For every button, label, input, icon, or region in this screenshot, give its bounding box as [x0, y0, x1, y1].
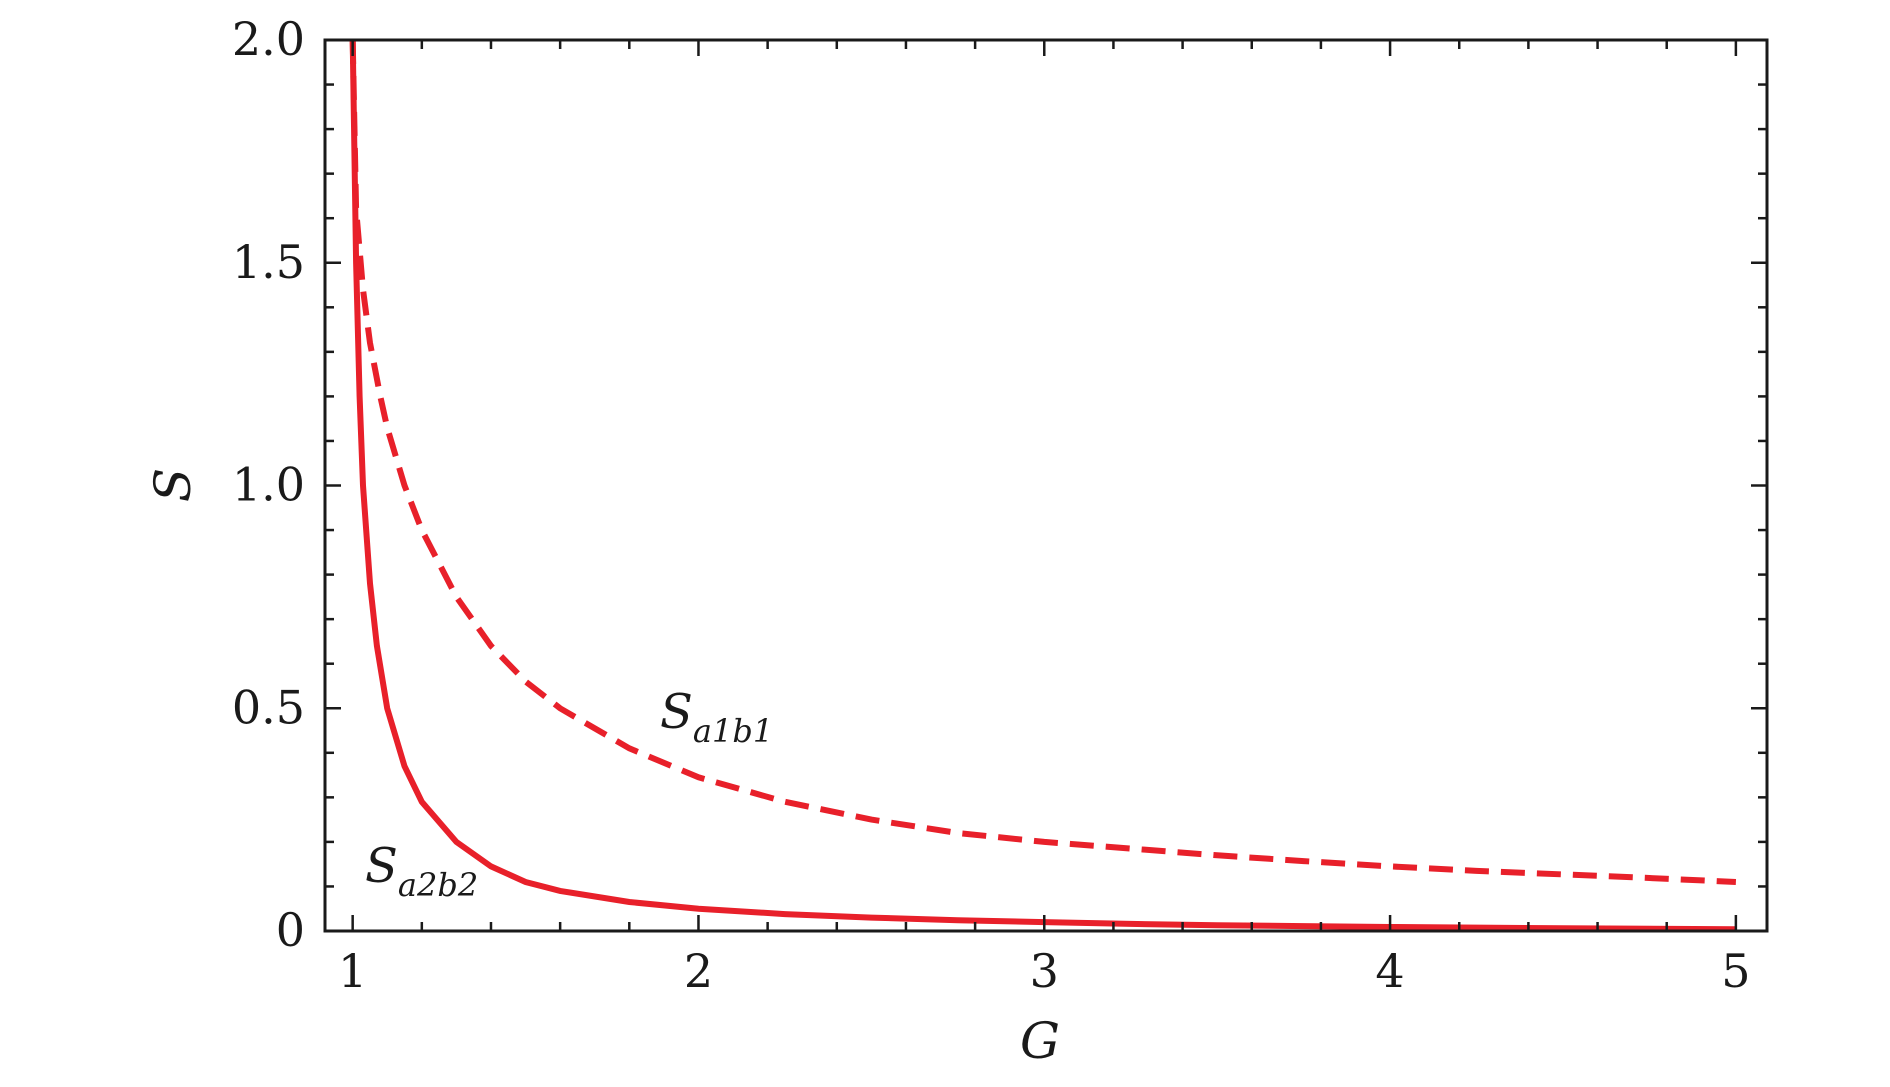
tick-labels-layer: 1 2 3 4 5 0 0.5 1.0 1.5 2.0	[232, 12, 1751, 998]
curves-layer	[349, 39, 1737, 933]
y-tick-label: 0.5	[232, 680, 305, 734]
series-label-sa1b1: Sa1b1	[660, 684, 773, 750]
series-label-sa2b2: Sa2b2	[365, 838, 478, 904]
series-label-sa1b1-sub: a1b1	[693, 712, 773, 750]
y-axis-title: S	[144, 468, 202, 502]
x-tick-label: 4	[1375, 944, 1404, 998]
series-line-sa2b2	[349, 39, 1736, 933]
series-label-sa1b1-main: S	[660, 684, 693, 740]
x-axis-title: G	[1020, 1012, 1060, 1070]
y-tick-label: 0	[276, 903, 305, 957]
plot-frame	[323, 38, 1769, 933]
series-line-sa1b1	[349, 39, 1737, 885]
ticks-layer	[325, 38, 1767, 933]
x-tick-label: 3	[1030, 944, 1059, 998]
x-tick-label: 5	[1721, 944, 1750, 998]
series-label-sa2b2-sub: a2b2	[398, 866, 478, 904]
y-tick-label: 2.0	[232, 12, 305, 66]
x-tick-label: 1	[338, 944, 367, 998]
y-tick-label: 1.5	[232, 235, 305, 289]
y-tick-label: 1.0	[232, 458, 305, 512]
series-label-sa2b2-main: S	[365, 838, 398, 894]
x-tick-label: 2	[684, 944, 713, 998]
